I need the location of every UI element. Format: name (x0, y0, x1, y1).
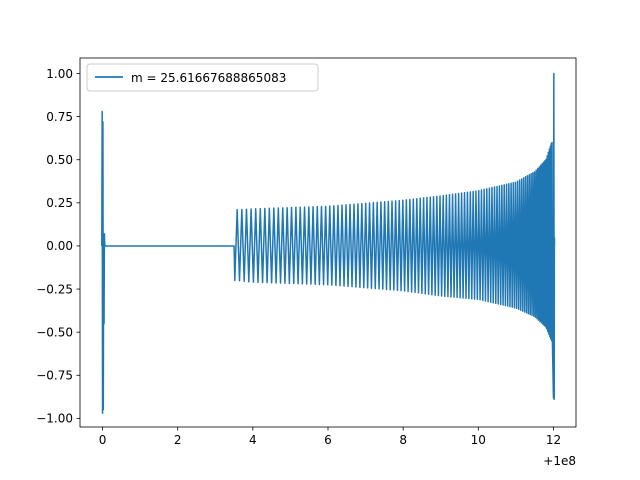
y-tick-label: 0.75 (46, 110, 73, 124)
series-layer (101, 72, 556, 414)
y-tick-label: −0.50 (36, 325, 73, 339)
y-tick-label: 0.00 (46, 239, 73, 253)
series-line-1 (101, 72, 556, 414)
legend-box (86, 63, 319, 92)
x-tick-label: 0 (99, 433, 107, 447)
y-tick-label: −1.00 (36, 412, 73, 426)
x-tick-label: 8 (399, 433, 407, 447)
legend-label-series-1: m = 25.61667688865083 (131, 71, 286, 85)
y-tick-label: −0.25 (36, 282, 73, 296)
legend: m = 25.61667688865083 (86, 63, 319, 92)
y-tick-label: −0.75 (36, 369, 73, 383)
y-axis: 1.00 0.75 0.50 0.25 0.00 −0.25 −0.50 −0.75 −1.00 (36, 67, 80, 426)
y-tick-label: 0.25 (46, 196, 73, 210)
x-offset-label: +1e8 (543, 454, 576, 468)
x-tick-label: 10 (471, 433, 486, 447)
y-tick-label: 1.00 (46, 67, 73, 81)
x-tick-label: 6 (324, 433, 332, 447)
y-tick-label: 0.50 (46, 153, 73, 167)
x-tick-label: 2 (174, 433, 182, 447)
x-axis: 0 2 4 6 8 10 12 (99, 427, 561, 447)
x-tick-label: 4 (249, 433, 257, 447)
x-tick-label: 12 (546, 433, 561, 447)
